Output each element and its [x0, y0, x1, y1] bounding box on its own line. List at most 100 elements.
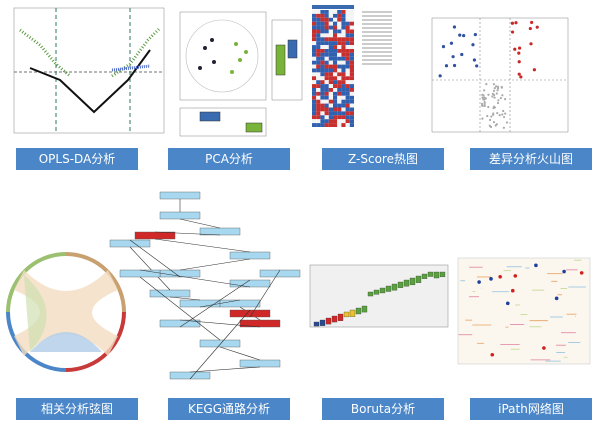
- decor: [328, 84, 333, 88]
- ipath-thumb: [457, 257, 591, 365]
- decor: [333, 72, 338, 77]
- decor: [490, 352, 495, 357]
- decor: [316, 95, 321, 100]
- decor: [349, 99, 354, 104]
- decor: [421, 273, 428, 279]
- decor: [316, 49, 321, 53]
- decor: [488, 124, 491, 127]
- decor: [333, 17, 338, 22]
- decor: [328, 10, 333, 14]
- decor: [345, 60, 350, 65]
- decor: [341, 37, 346, 42]
- decor: [492, 83, 496, 86]
- decor: [345, 111, 350, 116]
- decor: [316, 115, 321, 120]
- decor: [494, 124, 497, 127]
- decor: [320, 60, 325, 65]
- decor: [502, 109, 505, 113]
- decor: [134, 231, 176, 240]
- decor: [324, 107, 329, 112]
- decor: [316, 37, 321, 42]
- decor: [458, 33, 462, 37]
- decor: [337, 64, 342, 69]
- decor: [259, 269, 301, 278]
- decor: [324, 80, 329, 85]
- decor: [345, 21, 350, 26]
- decor: [320, 49, 325, 53]
- decor: [312, 99, 317, 104]
- decor: [337, 25, 342, 30]
- decor: [345, 17, 350, 22]
- decor: [328, 99, 333, 104]
- decor: [316, 25, 321, 30]
- decor: [502, 126, 505, 129]
- decor: [337, 41, 342, 46]
- decor: [337, 103, 342, 108]
- decor: [337, 111, 342, 116]
- decor: [333, 60, 338, 65]
- decor: [324, 123, 329, 127]
- decor: [328, 64, 333, 69]
- decor: [337, 99, 342, 104]
- decor: [349, 103, 354, 108]
- decor: [337, 33, 342, 38]
- decor: [316, 88, 321, 92]
- decor: [341, 115, 346, 120]
- decor: [337, 76, 342, 81]
- decor: [345, 80, 350, 85]
- decor: [481, 117, 484, 120]
- decor: [316, 60, 321, 65]
- decor: [495, 92, 498, 95]
- decor: [328, 60, 333, 65]
- decor: [341, 21, 346, 26]
- decor: [349, 107, 354, 112]
- decor: [341, 45, 346, 49]
- decor: [333, 41, 338, 46]
- decor: [337, 80, 342, 85]
- decor: [513, 274, 518, 278]
- decor: [345, 119, 350, 124]
- decor: [349, 56, 354, 61]
- decor: [328, 80, 333, 85]
- decor: [328, 111, 333, 116]
- decor: [324, 52, 329, 57]
- decor: [324, 119, 329, 124]
- decor: [345, 95, 350, 100]
- decor: [333, 10, 338, 14]
- decor: [328, 119, 333, 124]
- decor: [341, 99, 346, 104]
- decor: [341, 80, 346, 85]
- decor: [444, 64, 449, 68]
- boruta-thumb: [309, 264, 449, 328]
- decor: [349, 119, 354, 124]
- decor: [341, 111, 346, 116]
- decor: [451, 55, 455, 59]
- decor: [154, 238, 251, 253]
- decor: [483, 97, 487, 100]
- decor: [343, 311, 350, 318]
- decor: [333, 45, 338, 49]
- decor: [341, 10, 346, 14]
- decor: [438, 74, 442, 78]
- decor: [439, 271, 446, 278]
- panel-label: PCA分析: [168, 148, 290, 170]
- decor: [345, 72, 350, 77]
- decor: [333, 91, 338, 96]
- decor: [349, 45, 354, 49]
- decor: [460, 52, 464, 57]
- decor: [139, 269, 251, 288]
- decor: [349, 80, 354, 85]
- decor: [487, 105, 490, 109]
- decor: [324, 33, 329, 38]
- decor: [349, 64, 354, 69]
- decor: [199, 227, 241, 236]
- decor: [316, 72, 321, 77]
- decor: [349, 95, 354, 100]
- decor: [333, 33, 338, 38]
- decor: [320, 29, 325, 34]
- decor: [562, 269, 566, 274]
- decor: [349, 29, 354, 34]
- decor: [341, 68, 346, 73]
- decor: [341, 107, 346, 112]
- decor: [316, 119, 321, 124]
